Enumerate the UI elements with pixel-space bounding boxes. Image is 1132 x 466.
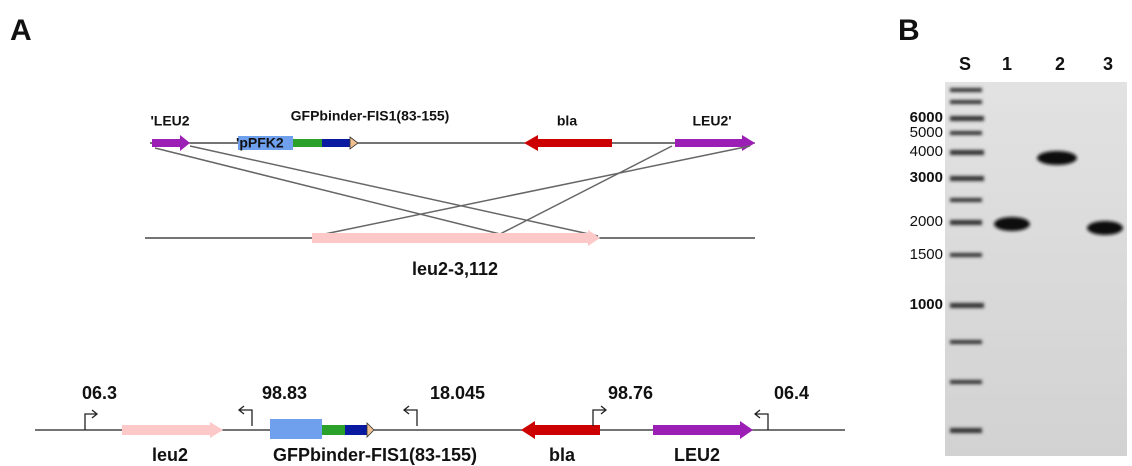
plasmid-label: 'pPFK2 [236,135,284,151]
gene-label: LEU2 [674,445,720,465]
marker-label: 1000 [910,296,943,313]
fis1 [345,425,367,435]
primer-label: 06.4 [774,383,809,403]
leu2-fragment [675,135,755,151]
crossover-line [155,148,500,234]
plasmid-label: bla [557,113,577,129]
panel-label: A [10,14,32,47]
primer-label: 18.045 [430,383,485,403]
crossover-line [500,146,672,234]
lane-label: 3 [1103,54,1113,74]
terminator [367,423,374,437]
fis1 [322,139,350,147]
terminator [350,137,358,149]
bla-arrow [521,421,600,439]
gene-label: bla [549,445,576,465]
marker-label: 1500 [910,246,943,263]
plasmid-label: LEU2' [692,113,731,129]
leu2-locus [312,230,600,246]
marker-label: 5000 [910,124,943,141]
primer-label: 06.3 [82,383,117,403]
bla-arrow [524,135,612,151]
gene-label: GFPbinder-FIS1(83-155) [273,445,477,465]
panel-label: B [898,14,920,47]
marker-label: 4000 [910,143,943,160]
lane-label: S [959,54,971,74]
ppfk2-box [270,419,322,439]
gel [945,82,1127,456]
figure: A B 'LEU2 GFPbinder-FIS1(83-155) bla LEU… [0,0,1132,466]
crossover-line [315,146,750,236]
plasmid-label: 'LEU2 [150,113,189,129]
leu2-gene [653,421,753,439]
marker-label: 3000 [910,169,943,186]
lane-label: 2 [1055,54,1065,74]
gfp-binder [293,139,322,147]
gene-label: leu2 [152,445,188,465]
marker-label: 2000 [910,213,943,230]
locus-label: leu2-3,112 [412,259,498,279]
lane-label: 1 [1002,54,1012,74]
gfp-binder [322,425,345,435]
primer-label: 98.83 [262,383,307,403]
crossover-line [190,146,598,236]
plasmid-label: GFPbinder-FIS1(83-155) [291,108,450,124]
leu2-gene [122,422,223,438]
primer-label: 98.76 [608,383,653,403]
